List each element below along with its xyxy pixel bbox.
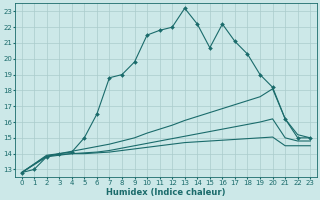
X-axis label: Humidex (Indice chaleur): Humidex (Indice chaleur)	[106, 188, 226, 197]
